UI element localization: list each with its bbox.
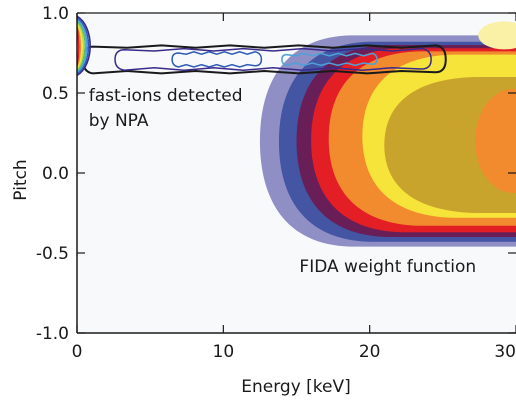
x-axis-title: Energy [keV] [241, 377, 351, 397]
tick-labels: 0 10 20 30 1.0 0.5 0.0 -0.5 -1.0 [36, 4, 516, 362]
line-contour-4 [281, 52, 378, 67]
x-tick-label: 30 [494, 342, 516, 362]
contour-highlight [478, 21, 516, 50]
peak-contour-6 [77, 24, 83, 69]
annotation-2-line-1: FIDA weight function [299, 257, 476, 277]
peak-contour-2 [77, 17, 90, 75]
y-tick-label: -0.5 [36, 244, 69, 264]
contour-inner-orange [475, 89, 516, 193]
y-tick-label: 1.0 [42, 4, 69, 24]
peak-contour-1 [77, 15, 91, 77]
y-tick-label: 0.5 [42, 84, 69, 104]
peak-contour-4 [77, 20, 87, 72]
y-axis-title: Pitch [11, 159, 31, 200]
y-tick-label: 0.0 [42, 164, 69, 184]
x-tick-label: 10 [213, 342, 235, 362]
y-tick-label: -1.0 [36, 324, 69, 344]
line-contour-2 [114, 47, 432, 71]
annotations: fast-ions detected by NPA FIDA weight func… [89, 86, 477, 277]
edge-peak-layer [77, 15, 91, 77]
x-tick-label: 0 [72, 342, 83, 362]
peak-contour-3 [77, 19, 88, 74]
axes [76, 12, 516, 334]
filled-contour-layer [259, 21, 516, 247]
peak-contour-5 [77, 22, 85, 70]
line-contour-3 [171, 51, 263, 68]
annotation-1-line-1: fast-ions detected [89, 86, 243, 106]
annotation-1-line-2: by NPA [89, 111, 149, 131]
x-tick-label: 20 [359, 342, 381, 362]
